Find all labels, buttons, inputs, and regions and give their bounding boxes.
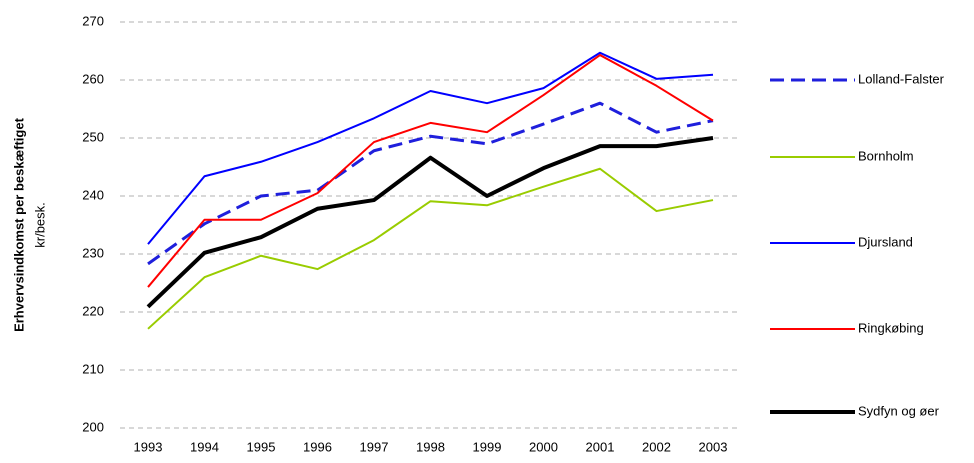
y-axis-label: Erhvervsindkomst per beskæftiget	[11, 117, 26, 332]
legend-label: Ringkøbing	[858, 320, 924, 335]
y-tick-label: 240	[82, 187, 104, 202]
series-line	[147, 167, 714, 330]
y-axis-unit: kr/besk.	[32, 202, 47, 248]
legend-label: Sydfyn og øer	[858, 403, 940, 418]
x-tick-label: 2000	[529, 439, 558, 454]
x-tick-label: 1998	[416, 439, 445, 454]
x-tick-label: 1997	[360, 439, 389, 454]
y-tick-label: 230	[82, 245, 104, 260]
legend-label: Lolland-Falster	[858, 71, 945, 86]
series-line	[147, 54, 714, 288]
legend-label: Bornholm	[858, 148, 914, 163]
x-tick-label: 2001	[586, 439, 615, 454]
y-tick-label: 200	[82, 419, 104, 434]
y-tick-label: 210	[82, 361, 104, 376]
series-line	[146, 136, 714, 309]
x-tick-label: 2003	[699, 439, 728, 454]
series-line	[147, 51, 714, 245]
y-tick-label: 220	[82, 303, 104, 318]
y-tick-label: 270	[82, 13, 104, 28]
series-line	[147, 101, 714, 266]
y-tick-label: 260	[82, 71, 104, 86]
x-tick-label: 2002	[642, 439, 671, 454]
x-tick-label: 1999	[473, 439, 502, 454]
x-tick-label: 1996	[303, 439, 332, 454]
legend-label: Djursland	[858, 234, 913, 249]
x-tick-label: 1994	[190, 439, 219, 454]
y-tick-label: 250	[82, 129, 104, 144]
x-tick-label: 1995	[247, 439, 276, 454]
x-tick-label: 1993	[134, 439, 163, 454]
